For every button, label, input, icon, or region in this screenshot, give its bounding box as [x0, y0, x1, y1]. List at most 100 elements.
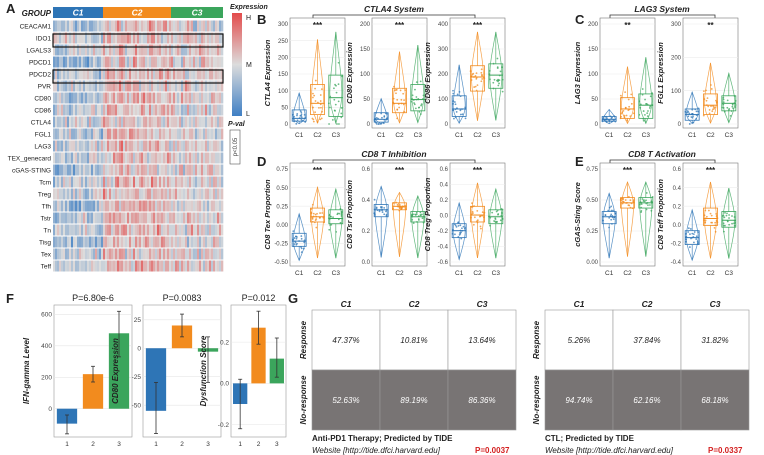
heatmap-cell [137, 56, 140, 68]
heatmap-cell [133, 152, 136, 164]
heatmap-cell [203, 80, 206, 92]
heatmap-cell [147, 68, 150, 80]
heatmap-cell [71, 212, 74, 224]
heatmap-cell [157, 104, 160, 116]
heatmap-cell [169, 212, 172, 224]
heatmap-cell [139, 92, 142, 104]
heatmap-cell [175, 152, 178, 164]
heatmap-cell [221, 248, 224, 260]
heatmap-cell [213, 248, 216, 260]
heatmap-cell [193, 188, 196, 200]
cell-value: 47.37% [332, 336, 359, 345]
y-axis-label: CD80 Expression [111, 338, 120, 404]
data-point [496, 57, 499, 60]
table-cell [612, 309, 682, 371]
data-point [339, 221, 342, 224]
heatmap-cell [193, 212, 196, 224]
heatmap-cell [81, 164, 84, 176]
heatmap-cell [191, 260, 194, 272]
heatmap-cell [81, 200, 84, 212]
data-point [709, 212, 712, 215]
heatmap-cell [117, 44, 120, 56]
data-point [649, 95, 652, 98]
heatmap-cell [85, 92, 88, 104]
data-point [640, 209, 643, 212]
heatmap-cell [67, 92, 70, 104]
heatmap-cell [207, 188, 210, 200]
data-point [302, 247, 305, 250]
heatmap-cell [187, 116, 190, 128]
heatmap-cell [195, 116, 198, 128]
data-point [320, 88, 323, 91]
heatmap-cell [85, 128, 88, 140]
x-tick-label: 2 [180, 441, 184, 448]
data-point [321, 110, 324, 113]
data-point [604, 214, 607, 216]
heatmap-cell [183, 164, 186, 176]
heatmap-cell [57, 92, 60, 104]
heatmap-cell [113, 68, 116, 80]
significance-label: *** [473, 166, 483, 175]
heatmap-cell [101, 164, 104, 176]
y-tick-label: 200 [588, 22, 599, 28]
heatmap-cell [187, 80, 190, 92]
heatmap-cell [167, 20, 170, 32]
heatmap-cell [135, 140, 138, 152]
heatmap-cell [101, 248, 104, 260]
column-header: C2 [409, 299, 420, 309]
heatmap-cell [93, 56, 96, 68]
heatmap-cell [149, 152, 152, 164]
heatmap-cell [157, 224, 160, 236]
data-point [333, 87, 335, 90]
heatmap-cell [61, 212, 64, 224]
heatmap-cell [221, 32, 224, 44]
heatmap-cell [209, 128, 212, 140]
heatmap-cell [69, 260, 72, 272]
heatmap-cell [77, 128, 80, 140]
heatmap-cell [153, 80, 156, 92]
y-tick-label: 0 [48, 406, 52, 413]
data-point [319, 103, 322, 106]
heatmap-cell [121, 152, 124, 164]
significance-label: *** [473, 21, 483, 30]
heatmap-cell [133, 260, 136, 272]
heatmap-cell [193, 80, 196, 92]
heatmap-cell [71, 68, 74, 80]
heatmap-cell [61, 56, 64, 68]
heatmap-cell [89, 128, 92, 140]
heatmap-cell [75, 212, 78, 224]
heatmap-cell [165, 80, 168, 92]
heatmap-cell [119, 44, 122, 56]
y-axis-label: CD8 Teff Proportion [656, 179, 665, 250]
heatmap-cell [87, 188, 90, 200]
heatmap-cell [117, 128, 120, 140]
heatmap-cell [75, 236, 78, 248]
heatmap-cell [217, 152, 220, 164]
heatmap-cell [201, 248, 204, 260]
heatmap-cell [175, 200, 178, 212]
heatmap-cell [129, 260, 132, 272]
heatmap-cell [67, 164, 70, 176]
heatmap-cell [73, 164, 76, 176]
x-tick-label: 2 [91, 441, 95, 448]
heatmap-row-label: PVR [38, 84, 52, 91]
heatmap-cell [85, 44, 88, 56]
heatmap-cell [73, 104, 76, 116]
heatmap-cell [95, 68, 98, 80]
y-tick-label: 0.4 [440, 183, 449, 189]
heatmap-cell [221, 68, 224, 80]
heatmap-cell [221, 200, 224, 212]
data-point [489, 78, 491, 81]
heatmap-cell [165, 260, 168, 272]
heatmap-cell [93, 92, 96, 104]
heatmap-cell [221, 116, 224, 128]
heatmap-cell [75, 152, 78, 164]
heatmap-cell [153, 164, 156, 176]
heatmap-cell [59, 260, 62, 272]
heatmap-cell [115, 212, 118, 224]
data-point [472, 72, 475, 75]
heatmap-cell [99, 32, 102, 44]
heatmap-cell [141, 260, 144, 272]
heatmap-cell [79, 164, 82, 176]
heatmap-cell [211, 188, 214, 200]
